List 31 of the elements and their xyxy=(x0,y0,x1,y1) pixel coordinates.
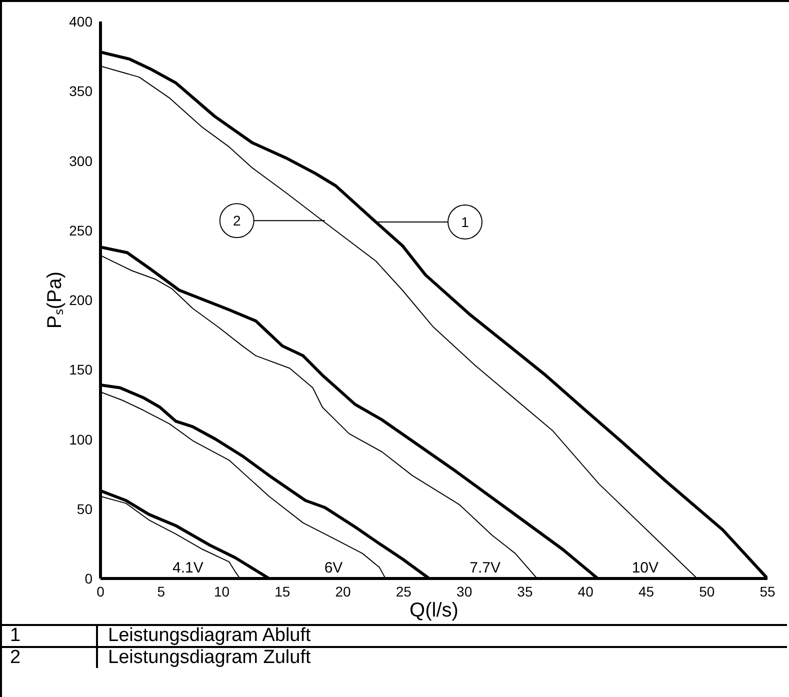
annotation: 6V xyxy=(324,560,343,576)
x-tick-label: 55 xyxy=(760,584,776,600)
annotation: 4.1V xyxy=(172,560,204,576)
x-tick-label: 5 xyxy=(157,584,166,600)
x-tick-label: 35 xyxy=(517,584,533,600)
y-tick-label: 150 xyxy=(69,362,93,378)
x-tick-label: 30 xyxy=(456,584,472,600)
x-tick-label: 40 xyxy=(578,584,594,600)
y-tick-label: 300 xyxy=(69,152,93,169)
x-tick-label: 45 xyxy=(638,584,654,600)
x-tick-label: 15 xyxy=(274,584,290,600)
y-tick-label: 100 xyxy=(69,431,93,448)
x-tick-label: 50 xyxy=(699,584,715,600)
annotation: 2 xyxy=(232,212,241,229)
y-tick-label: 50 xyxy=(76,500,93,517)
y-tick-label: 200 xyxy=(69,292,93,308)
y-tick-label: 250 xyxy=(69,222,93,238)
annotation: 7.7V xyxy=(470,560,501,576)
y-tick-label: 0 xyxy=(84,570,93,586)
y-tick-label: 350 xyxy=(69,83,93,100)
x-tick-label: 25 xyxy=(396,584,412,600)
x-tick-label: 0 xyxy=(96,584,105,600)
x-tick-label: 10 xyxy=(214,584,230,600)
y-tick-label: 400 xyxy=(69,14,93,30)
y-axis-title: Pₛ(Pa) xyxy=(44,271,66,329)
x-axis-title: Q(l/s) xyxy=(410,600,458,622)
text: 1 Leistungsdiagram Abluft xyxy=(10,625,311,646)
text: 2 Leistungsdiagram Zuluft xyxy=(10,647,311,668)
annotation: 1 xyxy=(461,214,470,230)
x-tick-label: 20 xyxy=(335,584,352,600)
annotation: 10V xyxy=(632,560,659,576)
